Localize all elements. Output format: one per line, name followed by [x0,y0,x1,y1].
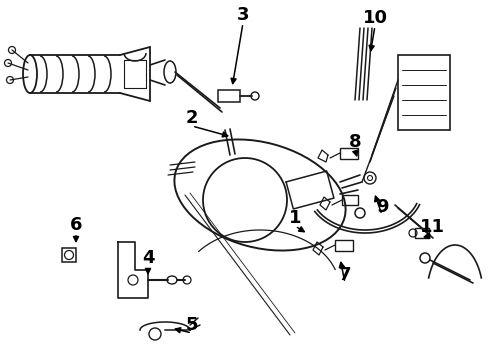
Text: 6: 6 [70,216,82,234]
Bar [415,228,429,238]
Text: 11: 11 [419,218,444,236]
Text: 10: 10 [363,9,388,27]
Text: 7: 7 [339,266,351,284]
Bar [340,148,358,159]
Bar [342,195,358,205]
Text: 4: 4 [142,249,154,267]
Text: 2: 2 [186,109,198,127]
Bar [398,55,450,130]
Text: 9: 9 [376,198,388,216]
Circle shape [420,253,430,263]
Circle shape [355,208,365,218]
Text: 1: 1 [289,209,301,227]
Text: 3: 3 [237,6,249,24]
Bar [218,90,240,102]
Bar [335,240,353,251]
Bar [62,248,76,262]
Text: 8: 8 [349,133,361,151]
Text: 5: 5 [186,316,198,334]
